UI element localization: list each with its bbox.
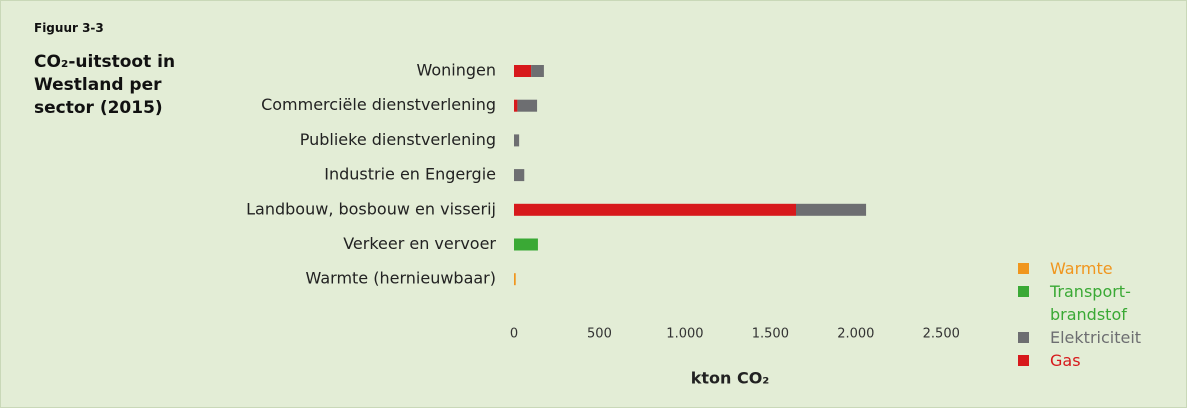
legend-label: Transport-brandstof [1050, 282, 1131, 324]
legend-label: Warmte [1050, 259, 1113, 278]
y-tick-label: Publieke dienstverlening [300, 130, 496, 149]
bar-segment [796, 203, 867, 216]
legend-entry: Gas [1018, 349, 1168, 372]
bar-segment [514, 169, 525, 182]
bar-segment [514, 65, 532, 77]
legend: Warmte Transport-brandstof Elektriciteit Ga… [1018, 257, 1168, 372]
y-tick-label: Woningen [416, 61, 496, 80]
bar-segment [517, 99, 538, 112]
x-tick-label: 1.500 [752, 327, 789, 342]
x-tick-label: 1.000 [666, 327, 703, 342]
legend-label: Elektriciteit [1050, 328, 1142, 347]
legend-swatch [1018, 332, 1029, 343]
legend-label: Gas [1050, 351, 1081, 370]
legend-swatch [1018, 286, 1029, 297]
y-tick-label: Verkeer en vervoer [343, 234, 496, 253]
y-tick-label: Industrie en Engergie [324, 165, 496, 184]
x-tick-label: 2.500 [923, 327, 960, 342]
x-tick-label: 500 [587, 327, 612, 342]
legend-swatch [1018, 263, 1029, 274]
chart-title: CO₂-uitstoot in Westland per sector (201… [34, 52, 176, 118]
x-axis-label: kton CO₂ [691, 369, 770, 388]
y-tick-label: Warmte (hernieuwbaar) [306, 269, 496, 288]
bar-segment [514, 99, 518, 112]
y-tick-label: Commerciële dienstverlening [261, 95, 496, 114]
bar-segment [514, 203, 796, 216]
x-tick-label: 0 [510, 327, 518, 342]
bar-segment [514, 273, 516, 286]
y-tick-label: Landbouw, bosbouw en visserij [246, 199, 496, 218]
legend-entry: Warmte [1018, 257, 1168, 280]
legend-swatch [1018, 355, 1029, 366]
legend-entry: Transport-brandstof [1018, 280, 1168, 326]
legend-entry: Elektriciteit [1018, 326, 1168, 349]
bar-segment [514, 134, 520, 147]
bar-segment [514, 238, 538, 251]
bar-segment [531, 65, 544, 77]
figure-label: Figuur 3-3 [34, 21, 104, 35]
x-tick-label: 2.000 [837, 327, 874, 342]
